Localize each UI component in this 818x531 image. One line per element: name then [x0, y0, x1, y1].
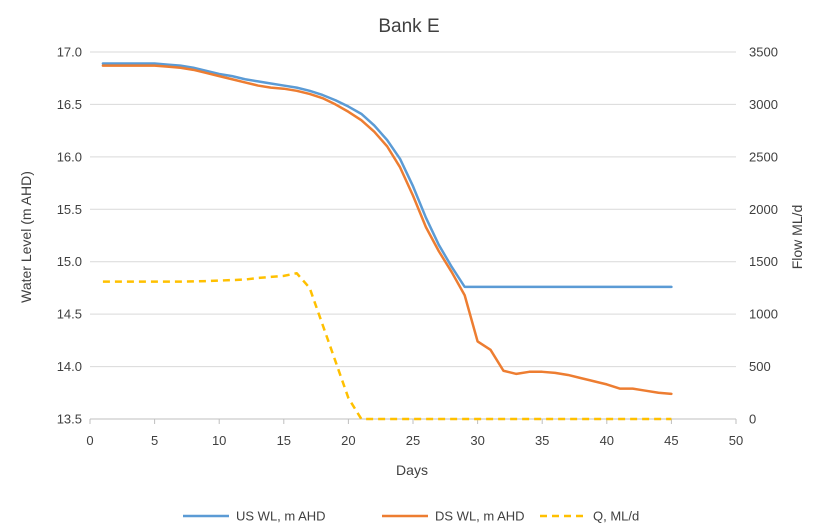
x-tick-label: 50 — [729, 433, 743, 448]
x-tick-label: 25 — [406, 433, 420, 448]
x-tick-label: 30 — [470, 433, 484, 448]
y-tick-label: 14.0 — [57, 359, 82, 374]
y2-tick-label: 3000 — [749, 97, 778, 112]
x-tick-label: 10 — [212, 433, 226, 448]
y2-axis-title: Flow ML/d — [789, 205, 805, 270]
y-tick-label: 17.0 — [57, 45, 82, 60]
y-tick-label: 15.0 — [57, 254, 82, 269]
series-line-1 — [101, 64, 673, 396]
y2-tick-label: 500 — [749, 359, 771, 374]
gridlines — [90, 51, 736, 420]
x-tick-label: 35 — [535, 433, 549, 448]
x-axis-title: Days — [396, 462, 428, 478]
y2-tick-label: 1000 — [749, 307, 778, 322]
x-tick-label: 45 — [664, 433, 678, 448]
y2-tick-label: 2000 — [749, 202, 778, 217]
legend: US WL, m AHD DS WL, m AHD Q, ML/d — [183, 509, 639, 524]
x-tick-label: 0 — [86, 433, 93, 448]
chart-title: Bank E — [378, 16, 439, 37]
series-line-2 — [102, 272, 672, 421]
y-tick-label: 13.5 — [57, 412, 82, 427]
legend-label: US WL, m AHD — [236, 509, 326, 524]
series-line-0 — [101, 62, 673, 289]
y2-tick-label: 3500 — [749, 45, 778, 60]
y-tick-label: 16.0 — [57, 149, 82, 164]
legend-label: DS WL, m AHD — [435, 509, 525, 524]
x-tick-label: 15 — [277, 433, 291, 448]
axes: 13.514.014.515.015.516.016.517.005001000… — [57, 45, 778, 449]
x-tick-label: 40 — [600, 433, 614, 448]
y-axis-title: Water Level (m AHD) — [18, 171, 34, 303]
series-lines — [101, 62, 673, 421]
y-tick-label: 15.5 — [57, 202, 82, 217]
y2-tick-label: 1500 — [749, 254, 778, 269]
x-tick-label: 5 — [151, 433, 158, 448]
y2-tick-label: 0 — [749, 412, 756, 427]
y-tick-label: 14.5 — [57, 307, 82, 322]
y2-tick-label: 2500 — [749, 149, 778, 164]
legend-label: Q, ML/d — [593, 509, 639, 524]
x-tick-label: 20 — [341, 433, 355, 448]
y-tick-label: 16.5 — [57, 97, 82, 112]
